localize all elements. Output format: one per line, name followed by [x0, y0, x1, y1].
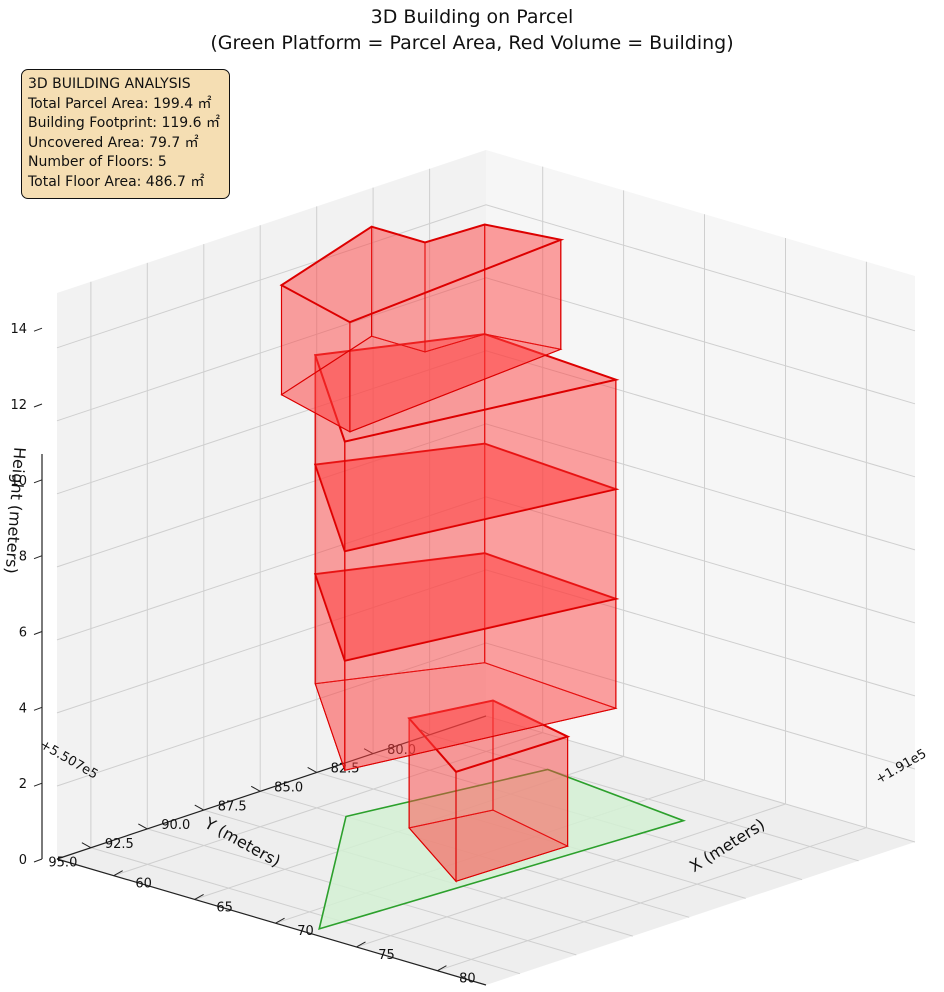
y-tick — [420, 729, 430, 736]
building-floor-5 — [279, 223, 565, 433]
chart-title: 3D Building on Parcel — [370, 6, 574, 28]
x-tick-label: 80 — [459, 972, 476, 987]
x-tick — [275, 917, 285, 924]
x-tick — [437, 965, 447, 972]
z-grid-line — [56, 350, 916, 495]
axis-lines — [41, 454, 487, 986]
x-tick-label: 75 — [378, 948, 395, 963]
y-tick — [81, 842, 92, 849]
y-tick-label: 95.0 — [48, 856, 77, 871]
z-tick — [33, 631, 43, 635]
x-axis-line — [56, 858, 487, 986]
z-tick-label: 6 — [19, 626, 27, 641]
y-tick — [138, 823, 148, 830]
z-grid-line — [56, 204, 916, 349]
floor-top-face — [313, 333, 620, 443]
info-total-floor-area: Total Floor Area: 486.7 ㎡ — [28, 173, 205, 190]
building-floor-2 — [313, 552, 620, 771]
y-tick-label: 90.0 — [161, 818, 190, 833]
x-tick-label: 65 — [216, 900, 233, 915]
building-floor-1 — [407, 699, 571, 883]
analysis-info-box: 3D BUILDING ANALYSIS Total Parcel Area: … — [21, 69, 230, 199]
z-tick — [33, 479, 43, 484]
z-tick — [33, 782, 43, 787]
plot-data — [279, 223, 687, 931]
x-tick-label: 60 — [135, 877, 152, 892]
tick-labels: 606570758080.082.585.087.590.092.595.002… — [10, 322, 475, 987]
z-tick-label: 12 — [10, 398, 27, 413]
y-tick — [363, 748, 374, 755]
y-tick — [307, 767, 317, 773]
x-tick — [356, 941, 366, 948]
z-tick-label: 8 — [19, 550, 27, 565]
z-grid-line — [56, 642, 916, 787]
z-grid-line — [56, 277, 916, 422]
z-grid-line — [56, 496, 916, 641]
y-tick — [194, 804, 205, 811]
parcel-platform — [318, 768, 687, 931]
z-grid-line — [56, 423, 916, 568]
z-tick — [33, 858, 43, 863]
x-tick — [113, 870, 123, 877]
back-left-pane — [57, 150, 486, 859]
y-tick-label: 92.5 — [105, 837, 134, 852]
z-grid-line — [56, 569, 916, 714]
z-tick-label: 4 — [19, 701, 27, 716]
chart-subtitle: (Green Platform = Parcel Area, Red Volum… — [210, 32, 734, 54]
z-tick — [33, 555, 43, 560]
info-building-footprint: Building Footprint: 119.6 ㎡ — [28, 115, 221, 131]
y-tick — [250, 785, 261, 792]
z-tick-label: 14 — [10, 322, 27, 337]
info-parcel-area: Total Parcel Area: 199.4 ㎡ — [28, 95, 212, 112]
info-floor-count: Number of Floors: 5 — [28, 154, 167, 170]
info-heading: 3D BUILDING ANALYSIS — [28, 76, 191, 92]
info-uncovered-area: Uncovered Area: 79.7 ㎡ — [28, 134, 199, 151]
z-tick — [33, 706, 43, 711]
building-floor-4 — [313, 333, 620, 552]
axes-panes — [57, 150, 915, 985]
floor-top-face — [407, 699, 571, 773]
floor-top-face — [279, 223, 565, 324]
y-tick-label: 85.0 — [274, 780, 303, 795]
x-tick — [194, 893, 204, 900]
x-tick-label: 70 — [297, 924, 314, 939]
z-tick — [33, 327, 43, 332]
z-tick-label: 2 — [19, 777, 27, 792]
back-right-pane — [486, 150, 915, 842]
z-tick-label: 0 — [19, 853, 27, 868]
y-axis-line — [56, 715, 487, 860]
z-tick-label: 10 — [10, 474, 27, 489]
y-tick-label: 87.5 — [218, 799, 247, 814]
z-tick — [33, 403, 43, 408]
